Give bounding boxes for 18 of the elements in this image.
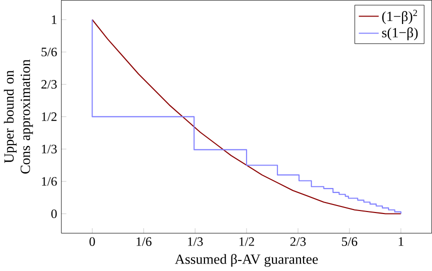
x-tick-label: 1/2 [240,237,254,246]
legend-label: s(1−β) [382,28,418,40]
y-tick-label: 0 [51,210,57,218]
x-tick-label: 5/6 [342,237,358,246]
y-tick-label: 1/2 [42,112,57,122]
x-tick-label: 2/3 [290,237,306,246]
y-tick-label: 1/6 [42,177,57,186]
legend-label: (1−β)$^{2}$ [382,10,418,24]
x-tick-label: 1/3 [188,237,203,246]
x-axis-title: Assumed β-AV guarantee [174,254,318,267]
y-tick-label: 5/6 [42,48,57,56]
y-axis-title: Upper bound on Cons approximation [4,60,33,174]
x-tick-label: 1/6 [136,237,152,246]
x-tick-label: 0 [90,237,95,246]
y-tick-label: 1 [52,16,56,24]
x-tick-label: 1 [398,237,404,246]
y-tick-label: 2/3 [41,80,57,89]
y-tick-label: 1/3 [42,144,57,154]
